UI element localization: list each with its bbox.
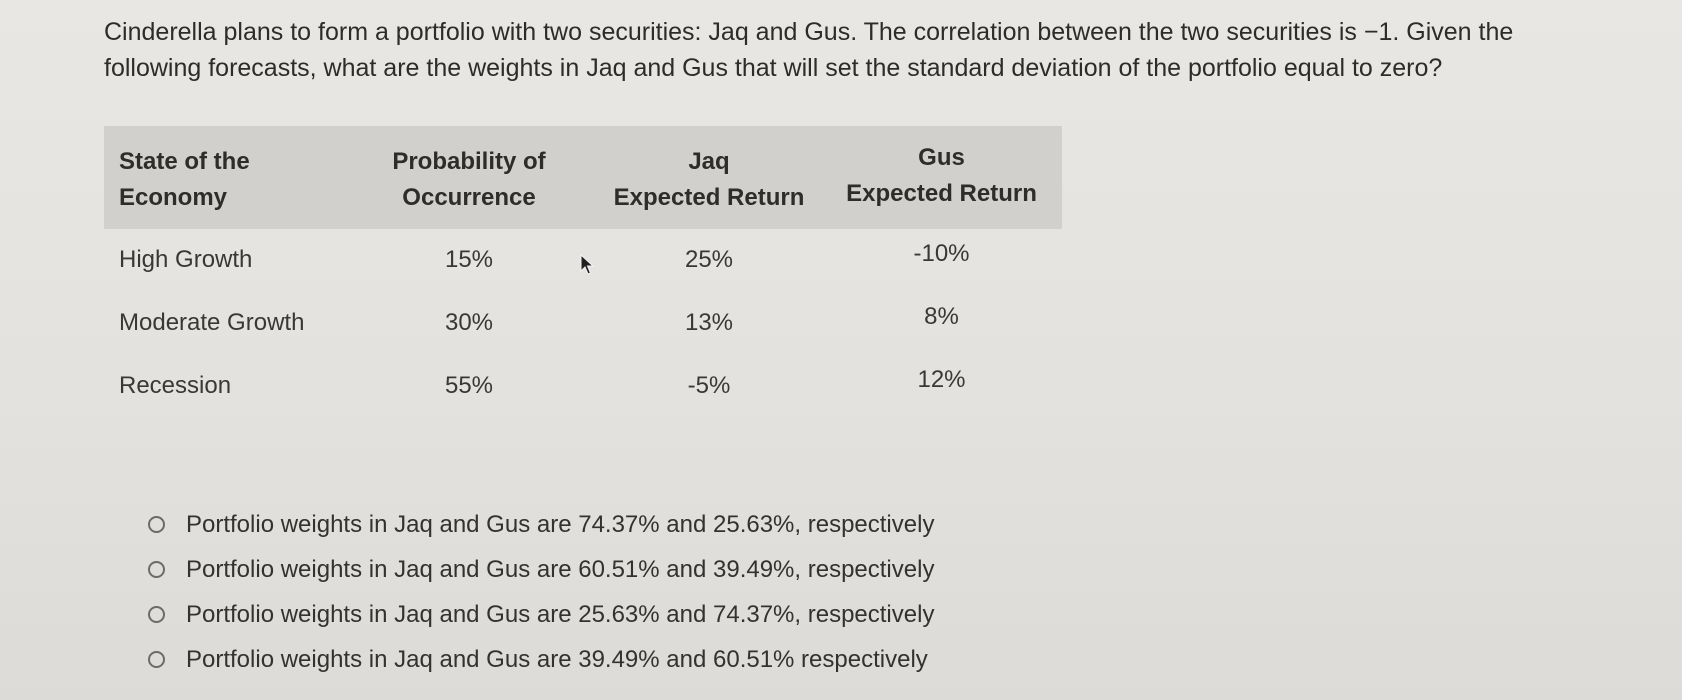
answer-option-label[interactable]: Portfolio weights in Jaq and Gus are 60.… (186, 555, 935, 583)
row-state: High Growth (119, 246, 253, 273)
answer-option-1[interactable]: Portfolio weights in Jaq and Gus are 74.… (148, 502, 1048, 547)
header-jaq-line-1: Jaq (688, 148, 730, 175)
table-row: Recession 55% -5% 12% (104, 355, 1062, 418)
radio-unselected-icon[interactable] (148, 606, 165, 623)
question-text: Cinderella plans to form a portfolio wit… (104, 18, 1514, 82)
table-header: State of the Economy Probability of Occu… (104, 126, 1062, 229)
header-state-of-economy: State of the Economy (119, 144, 359, 216)
answer-option-label[interactable]: Portfolio weights in Jaq and Gus are 74.… (186, 510, 935, 538)
radio-unselected-icon[interactable] (148, 516, 165, 533)
row-probability: 15% (444, 246, 494, 273)
header-gus-line-1: Gus (918, 144, 965, 171)
row-gus-return: -10% (913, 240, 970, 267)
row-state: Moderate Growth (119, 309, 305, 336)
header-probability-line-2: Occurrence (402, 184, 536, 211)
forecast-table: State of the Economy Probability of Occu… (104, 126, 1062, 418)
header-probability: Probability of Occurrence (354, 144, 584, 216)
row-probability: 55% (444, 372, 494, 399)
answer-option-label[interactable]: Portfolio weights in Jaq and Gus are 39.… (186, 645, 928, 673)
table-row: High Growth 15% 25% -10% (104, 229, 1062, 292)
answer-options: Portfolio weights in Jaq and Gus are 74.… (148, 502, 1048, 682)
row-jaq-return: -5% (687, 372, 731, 399)
header-state-line-2: Economy (119, 184, 228, 211)
row-jaq-return: 13% (684, 309, 734, 336)
header-gus-line-2: Expected Return (846, 180, 1037, 207)
radio-unselected-icon[interactable] (148, 561, 165, 578)
answer-option-4[interactable]: Portfolio weights in Jaq and Gus are 39.… (148, 637, 1048, 682)
row-gus-return: 12% (917, 366, 966, 393)
answer-option-2[interactable]: Portfolio weights in Jaq and Gus are 60.… (148, 547, 1048, 592)
header-state-line-1: State of the (119, 148, 250, 175)
row-jaq-return: 25% (684, 246, 734, 273)
mouse-pointer-icon (580, 254, 595, 275)
row-gus-return: 8% (924, 303, 959, 330)
row-state: Recession (119, 372, 232, 399)
answer-option-label[interactable]: Portfolio weights in Jaq and Gus are 25.… (186, 600, 935, 628)
radio-unselected-icon[interactable] (148, 651, 165, 668)
answer-option-3[interactable]: Portfolio weights in Jaq and Gus are 25.… (148, 592, 1048, 637)
header-probability-line-1: Probability of (392, 148, 546, 175)
header-jaq-line-2: Expected Return (613, 184, 805, 211)
row-probability: 30% (444, 309, 494, 336)
header-gus-return: Gus Expected Return (824, 140, 1059, 212)
table-row: Moderate Growth 30% 13% 8% (104, 292, 1062, 355)
header-jaq-return: Jaq Expected Return (594, 144, 824, 216)
